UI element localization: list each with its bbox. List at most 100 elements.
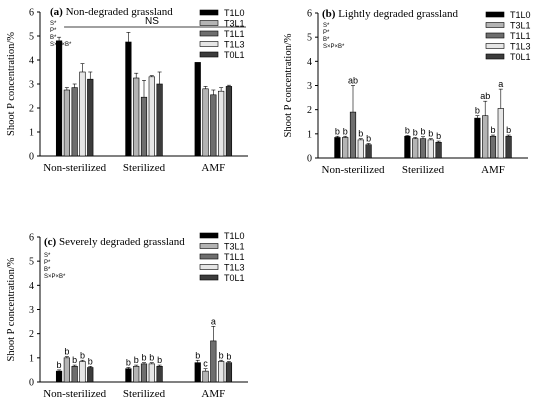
y-tick-label: 1 [307,129,312,140]
bar-T1L0 [194,62,201,157]
significance-label: S* [50,21,57,27]
bar-T1L0 [125,368,132,383]
bar-T0L1 [505,135,512,159]
significance-label: P* [44,260,51,266]
y-axis-title: Shoot P concentration/% [6,257,17,361]
panel-title: (a) Non-degraded grassland [50,6,173,18]
bar-T1L1 [210,94,217,157]
legend-swatch [485,53,505,60]
bar-T1L3 [357,139,364,159]
bar-T1L3 [218,361,225,383]
legend-label: T3L1 [510,21,531,31]
bar-T1L3 [427,139,434,159]
y-tick-label: 2 [29,329,34,340]
significance-letter: b [335,126,340,136]
significance-letter: b [57,360,62,370]
x-category-label: AMF [201,162,225,174]
significance-letter: b [475,106,480,116]
legend-swatch [199,253,219,260]
significance-label: B* [44,267,51,273]
bar-T3L1 [133,77,140,157]
y-tick-label: 6 [307,9,312,20]
significance-letter: b [413,127,418,137]
legend-swatch [199,20,219,26]
legend-label: T1L3 [224,40,245,50]
y-axis-title: Shoot P concentration/% [283,33,294,137]
bar-T3L1 [63,89,70,157]
bar-T3L1 [202,370,209,383]
significance-letter: b [358,129,363,139]
significance-letter: b [436,131,441,141]
significance-label: S* [323,23,330,29]
significance-label: B* [50,35,57,41]
legend-label: T1L1 [224,252,245,262]
bar-T1L1 [210,340,217,383]
significance-letter: b [506,125,511,135]
y-tick-label: 2 [307,105,312,116]
y-tick-label: 3 [29,305,34,316]
bar-T0L1 [225,362,233,383]
bar-T1L0 [334,137,341,159]
legend-swatch [199,51,219,58]
significance-letter: b [141,353,146,363]
chart-panel-2: 0 1 2 3 4 5 6 Shoot P concentration/% (b) Lightl… [283,8,531,176]
legend-label: T1L3 [224,263,245,273]
bar-T1L0 [404,135,411,159]
significance-letter: b [195,350,200,360]
significance-label: S* [44,253,51,259]
bar-T3L1 [342,137,349,159]
y-tick-label: 5 [307,33,312,44]
y-tick-label: 5 [29,32,34,43]
bar-T3L1 [412,138,419,159]
y-tick-label: 6 [29,8,34,19]
legend-swatch [199,9,219,16]
bar-T3L1 [482,115,489,159]
significance-letter: a [211,316,216,326]
y-tick-label: 1 [29,128,34,139]
significance-letter: b [134,355,139,365]
significance-letter: b [490,125,495,135]
legend-label: T0L1 [224,273,245,283]
y-tick-label: 5 [29,257,34,268]
panel-title-text: Lightly degraded grassland [335,8,458,20]
y-tick-label: 0 [307,154,312,165]
chart-panel-1: 0 1 2 3 4 5 6 Shoot P concentration/% (a) Non-de… [6,6,248,174]
panel-title: (c) Severely degraded grassland [44,236,185,248]
bar-T1L0 [55,370,63,383]
significance-label: S×P×B* [323,44,345,50]
bar-T1L0 [194,362,201,383]
bar-T0L1 [87,367,94,383]
significance-letter: b [88,356,93,366]
significance-letter: c [203,359,208,369]
bar-T1L3 [148,76,155,157]
significance-letter: a [498,79,503,89]
significance-letter: b [219,350,224,360]
legend-swatch [199,41,219,47]
y-tick-label: 1 [29,353,34,364]
bar-T3L1 [133,365,140,383]
legend-swatch [485,32,505,39]
bar-T1L3 [79,361,86,383]
bar-T0L1 [435,141,442,159]
y-axis-title: Shoot P concentration/% [6,32,17,136]
panel-label: (a) [50,6,63,18]
bar-T0L1 [365,144,372,159]
y-tick-label: 3 [307,81,312,92]
significance-letter: b [72,355,77,365]
panel-title-text: Severely degraded grassland [56,236,185,248]
panel-label: (c) [44,236,57,248]
bar-T1L1 [489,135,497,159]
significance-letter: b [226,351,231,361]
bar-T1L1 [140,96,148,157]
significance-label: B* [323,37,330,43]
chart-panel-3: 0 1 2 3 4 5 6 Shoot P concentration/% (c) Severe… [6,231,248,400]
ns-label: NS [145,16,159,27]
significance-letter: b [157,355,162,365]
bar-T1L1 [140,363,148,383]
bar-T1L0 [474,117,481,159]
bar-T1L3 [148,363,155,383]
panel-title-text: Non-degraded grassland [63,6,173,18]
legend-label: T0L1 [224,50,245,60]
panel-label: (b) [322,8,336,20]
